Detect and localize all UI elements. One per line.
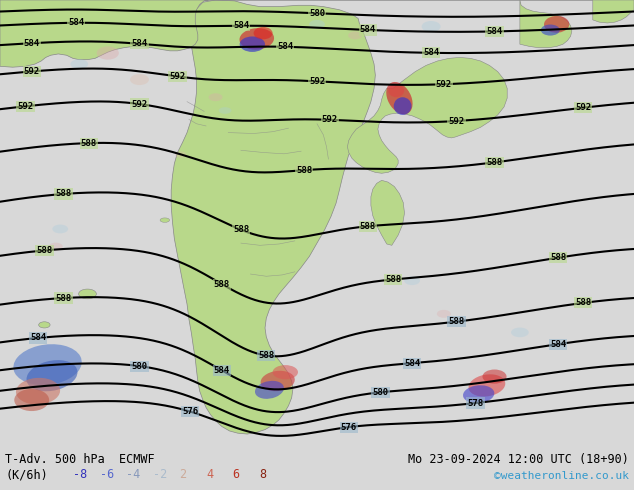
Text: 592: 592 (448, 117, 465, 125)
Text: 584: 584 (550, 340, 566, 349)
Text: -6: -6 (100, 468, 113, 481)
Ellipse shape (70, 59, 88, 69)
Ellipse shape (295, 165, 307, 172)
Ellipse shape (544, 16, 569, 33)
Ellipse shape (482, 369, 507, 384)
Text: 588: 588 (55, 294, 72, 302)
Ellipse shape (209, 93, 223, 101)
Text: -2: -2 (153, 468, 167, 481)
Ellipse shape (463, 385, 495, 403)
Text: 588: 588 (385, 275, 401, 284)
Text: 588: 588 (214, 280, 230, 289)
Polygon shape (520, 0, 572, 48)
Ellipse shape (27, 360, 77, 392)
Ellipse shape (422, 21, 441, 32)
Text: 580: 580 (131, 362, 148, 370)
Text: 4: 4 (206, 468, 213, 481)
Text: 576: 576 (182, 407, 198, 416)
Text: 592: 592 (309, 77, 325, 86)
Ellipse shape (469, 374, 505, 396)
Polygon shape (593, 0, 634, 23)
Text: 584: 584 (214, 366, 230, 375)
Ellipse shape (261, 371, 295, 391)
Ellipse shape (219, 107, 231, 114)
Ellipse shape (16, 378, 60, 405)
Text: 588: 588 (36, 246, 53, 255)
Text: 584: 584 (277, 42, 294, 51)
Text: 588: 588 (81, 139, 97, 147)
Polygon shape (347, 57, 507, 173)
Ellipse shape (240, 28, 274, 49)
Text: 588: 588 (486, 158, 503, 167)
Text: 584: 584 (68, 18, 84, 27)
Text: 584: 584 (404, 359, 420, 368)
Text: 592: 592 (17, 102, 34, 111)
Ellipse shape (39, 322, 50, 328)
Text: 592: 592 (23, 67, 40, 76)
Text: Mo 23-09-2024 12:00 UTC (18+90): Mo 23-09-2024 12:00 UTC (18+90) (408, 453, 629, 466)
Text: -8: -8 (73, 468, 87, 481)
Text: 578: 578 (467, 398, 484, 408)
Text: 584: 584 (423, 49, 439, 57)
Ellipse shape (130, 74, 149, 85)
Text: 592: 592 (169, 72, 186, 81)
Text: 580: 580 (309, 9, 325, 18)
Text: (K/6h): (K/6h) (5, 468, 48, 481)
Text: 588: 588 (233, 225, 249, 234)
Text: 2: 2 (179, 468, 186, 481)
Ellipse shape (437, 310, 451, 318)
Ellipse shape (255, 381, 284, 399)
Text: 584: 584 (23, 39, 40, 48)
Text: 6: 6 (233, 468, 240, 481)
Text: 588: 588 (258, 351, 275, 360)
Text: -4: -4 (126, 468, 140, 481)
Ellipse shape (541, 24, 560, 36)
Text: 588: 588 (55, 190, 72, 198)
Text: ©weatheronline.co.uk: ©weatheronline.co.uk (494, 471, 629, 481)
Text: 592: 592 (131, 99, 148, 108)
Polygon shape (371, 180, 404, 245)
Text: 592: 592 (321, 115, 338, 124)
Text: 592: 592 (575, 103, 592, 112)
Text: 580: 580 (372, 388, 389, 397)
Text: 584: 584 (233, 21, 249, 30)
Ellipse shape (386, 82, 413, 114)
Text: 584: 584 (131, 39, 148, 49)
Ellipse shape (13, 344, 82, 385)
Ellipse shape (160, 218, 170, 222)
Text: 588: 588 (296, 166, 313, 174)
Text: 584: 584 (359, 25, 376, 34)
Ellipse shape (240, 36, 265, 52)
Ellipse shape (394, 97, 411, 115)
Polygon shape (0, 0, 634, 67)
Ellipse shape (15, 389, 49, 411)
Text: 592: 592 (436, 80, 452, 89)
Polygon shape (171, 0, 375, 434)
Ellipse shape (404, 276, 420, 285)
Ellipse shape (348, 31, 362, 39)
Ellipse shape (49, 243, 63, 250)
Text: 588: 588 (550, 253, 566, 262)
Ellipse shape (79, 289, 96, 299)
Ellipse shape (96, 47, 119, 60)
Text: 8: 8 (259, 468, 266, 481)
Text: T-Adv. 500 hPa  ECMWF: T-Adv. 500 hPa ECMWF (5, 453, 155, 466)
Ellipse shape (273, 365, 298, 379)
Text: 588: 588 (359, 222, 376, 231)
Ellipse shape (388, 84, 404, 97)
Ellipse shape (309, 20, 325, 29)
Ellipse shape (511, 327, 529, 337)
Ellipse shape (52, 224, 68, 233)
Text: 588: 588 (575, 298, 592, 307)
Ellipse shape (175, 151, 186, 158)
Ellipse shape (254, 27, 273, 39)
Text: 588: 588 (448, 317, 465, 326)
Text: 584: 584 (30, 333, 46, 343)
Text: 584: 584 (486, 27, 503, 36)
Text: 576: 576 (340, 423, 357, 432)
